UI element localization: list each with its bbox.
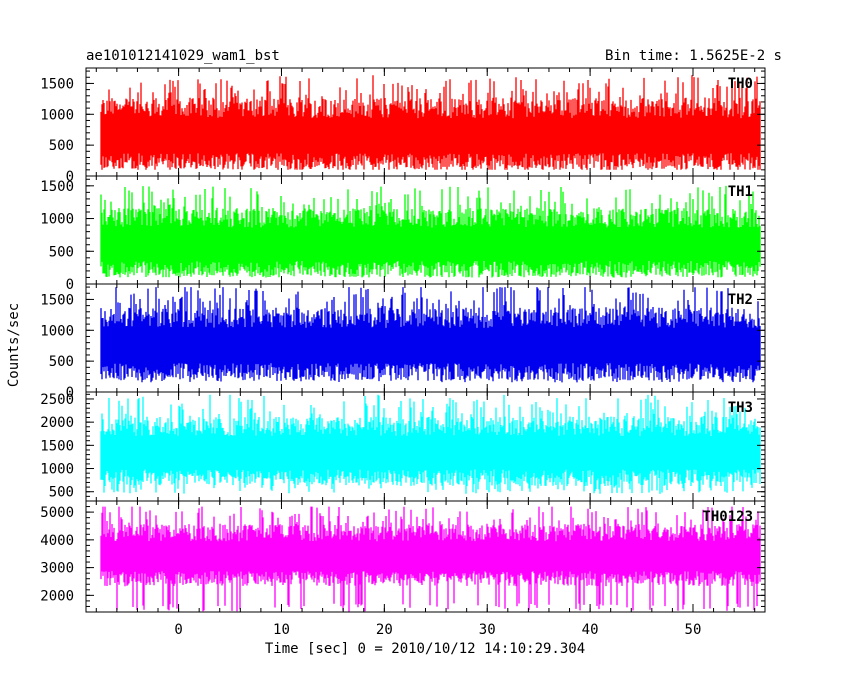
series-label: TH0123 — [702, 509, 753, 525]
x-tick-label: 30 — [479, 622, 496, 638]
y-axis-label: Counts/sec — [6, 303, 22, 387]
series-th0 — [100, 75, 761, 170]
y-tick-label: 1000 — [40, 323, 74, 339]
y-tick-label: 500 — [49, 354, 74, 370]
panel-th0123: 2000 3000 4000 5000 TH0123 — [40, 500, 766, 613]
panel-th3: 500 1000 1500 2000 2500 TH3 — [40, 391, 766, 502]
series-label: TH3 — [728, 400, 753, 416]
x-tick-label: 20 — [376, 622, 393, 638]
panel-th1: 0 500 1000 1500 TH1 — [40, 175, 766, 293]
y-tick-label: 0 — [66, 169, 74, 185]
y-tick-label: 1000 — [40, 107, 74, 123]
x-tick-label: 0 — [174, 622, 182, 638]
series-label: TH2 — [728, 292, 753, 308]
y-tick-label: 500 — [49, 138, 74, 154]
x-tick-label: 50 — [685, 622, 702, 638]
series-label: TH0 — [728, 76, 753, 92]
y-tick-label: 2000 — [40, 415, 74, 431]
y-tick-label: 2000 — [40, 588, 74, 604]
y-tick-label: 2500 — [40, 392, 74, 408]
y-tick-label: 1500 — [40, 76, 74, 92]
y-tick-label: 4000 — [40, 533, 74, 549]
y-tick-label: 500 — [49, 244, 74, 260]
panel-th0: 0 500 1000 1500 TH0 — [40, 67, 766, 185]
series-th2 — [100, 287, 761, 383]
y-tick-label: 1000 — [40, 462, 74, 478]
y-tick-label: 1500 — [40, 292, 74, 308]
series-label: TH1 — [728, 184, 753, 200]
bin-time-label: Bin time: 1.5625E-2 s — [605, 48, 782, 64]
x-axis-label: Time [sec] 0 = 2010/10/12 14:10:29.304 — [265, 641, 585, 657]
chart-title-text: ae101012141029_wam1_bst — [86, 48, 280, 64]
x-tick-label: 10 — [273, 622, 290, 638]
y-tick-label: 1000 — [40, 212, 74, 228]
y-tick-label: 1500 — [40, 179, 74, 195]
y-tick-label: 0 — [66, 385, 74, 401]
y-tick-label: 3000 — [40, 561, 74, 577]
y-tick-label: 5000 — [40, 505, 74, 521]
y-tick-label: 500 — [49, 485, 74, 501]
y-tick-label: 1500 — [40, 438, 74, 454]
series-th0123 — [100, 506, 761, 612]
series-th3 — [100, 394, 761, 494]
x-tick-label: 40 — [582, 622, 599, 638]
panel-th2: 0 500 1000 1500 TH2 — [40, 283, 766, 401]
y-tick-label: 0 — [66, 277, 74, 293]
series-th1 — [100, 185, 761, 278]
